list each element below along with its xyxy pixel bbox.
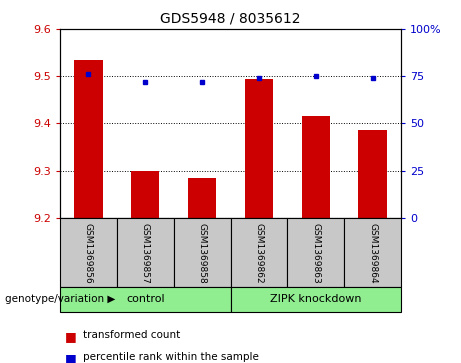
Text: GSM1369863: GSM1369863 xyxy=(311,223,320,284)
Bar xyxy=(60,287,230,312)
Text: GSM1369858: GSM1369858 xyxy=(198,223,207,284)
Text: control: control xyxy=(126,294,165,305)
Title: GDS5948 / 8035612: GDS5948 / 8035612 xyxy=(160,11,301,25)
Bar xyxy=(358,131,387,218)
Bar xyxy=(117,218,174,287)
Bar xyxy=(188,178,216,218)
Bar xyxy=(230,218,287,287)
Bar xyxy=(344,218,401,287)
Text: transformed count: transformed count xyxy=(83,330,180,340)
Text: GSM1369857: GSM1369857 xyxy=(141,223,150,284)
Bar xyxy=(60,218,117,287)
Text: ■: ■ xyxy=(65,352,76,363)
Text: ZIPK knockdown: ZIPK knockdown xyxy=(270,294,361,305)
Bar xyxy=(245,79,273,218)
Bar xyxy=(230,287,401,312)
Bar xyxy=(174,218,230,287)
Text: percentile rank within the sample: percentile rank within the sample xyxy=(83,352,259,362)
Bar xyxy=(301,117,330,218)
Text: ■: ■ xyxy=(65,330,76,343)
Text: GSM1369856: GSM1369856 xyxy=(84,223,93,284)
Text: GSM1369862: GSM1369862 xyxy=(254,223,263,284)
Text: GSM1369864: GSM1369864 xyxy=(368,223,377,284)
Text: genotype/variation ▶: genotype/variation ▶ xyxy=(5,294,115,305)
Bar xyxy=(131,171,160,218)
Bar xyxy=(287,218,344,287)
Bar xyxy=(74,60,102,218)
